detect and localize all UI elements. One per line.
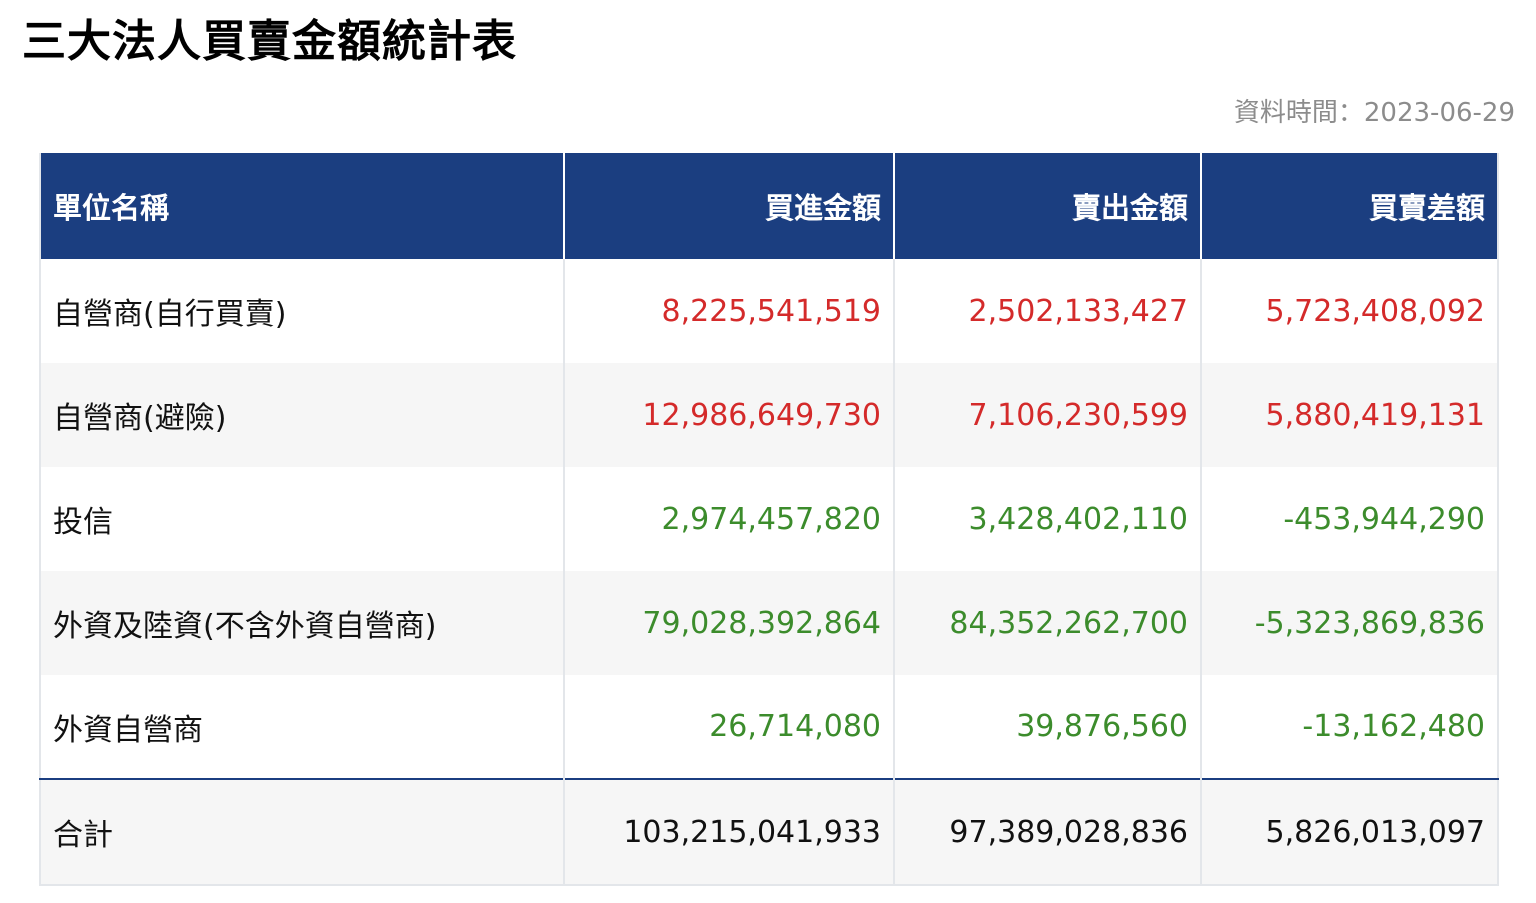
row-net-amount: 5,880,419,131	[1201, 363, 1498, 467]
table-total-row: 合計 103,215,041,933 97,389,028,836 5,826,…	[40, 778, 1498, 885]
table-row: 外資自營商 26,714,080 39,876,560 -13,162,480	[40, 675, 1498, 779]
institutional-trading-table: 單位名稱 買進金額 賣出金額 買賣差額 自營商(自行買賣) 8,225,541,…	[39, 153, 1499, 886]
header-sell-amount: 賣出金額	[894, 153, 1202, 259]
row-buy-amount: 2,974,457,820	[564, 467, 895, 571]
row-buy-amount: 79,028,392,864	[564, 571, 895, 675]
table-row: 投信 2,974,457,820 3,428,402,110 -453,944,…	[40, 467, 1498, 571]
row-buy-amount: 8,225,541,519	[564, 259, 895, 363]
row-unit-name: 外資自營商	[40, 675, 565, 779]
row-sell-amount: 39,876,560	[894, 675, 1202, 779]
row-sell-amount: 3,428,402,110	[894, 467, 1202, 571]
trading-table: 單位名稱 買進金額 賣出金額 買賣差額 自營商(自行買賣) 8,225,541,…	[39, 153, 1499, 886]
header-buy-amount: 買進金額	[564, 153, 895, 259]
total-buy-amount: 103,215,041,933	[564, 778, 895, 885]
header-unit-name: 單位名稱	[40, 153, 565, 259]
row-buy-amount: 26,714,080	[564, 675, 895, 779]
table-header-row: 單位名稱 買進金額 賣出金額 買賣差額	[40, 153, 1498, 259]
header-net-amount: 買賣差額	[1201, 153, 1498, 259]
total-sell-amount: 97,389,028,836	[894, 778, 1202, 885]
total-net-amount: 5,826,013,097	[1201, 778, 1498, 885]
row-unit-name: 自營商(避險)	[40, 363, 565, 467]
row-unit-name: 外資及陸資(不含外資自營商)	[40, 571, 565, 675]
row-net-amount: -13,162,480	[1201, 675, 1498, 779]
row-net-amount: -5,323,869,836	[1201, 571, 1498, 675]
row-net-amount: -453,944,290	[1201, 467, 1498, 571]
table-row: 自營商(避險) 12,986,649,730 7,106,230,599 5,8…	[40, 363, 1498, 467]
table-row: 外資及陸資(不含外資自營商) 79,028,392,864 84,352,262…	[40, 571, 1498, 675]
row-sell-amount: 2,502,133,427	[894, 259, 1202, 363]
row-net-amount: 5,723,408,092	[1201, 259, 1498, 363]
row-unit-name: 投信	[40, 467, 565, 571]
total-label: 合計	[40, 778, 565, 885]
row-sell-amount: 84,352,262,700	[894, 571, 1202, 675]
row-sell-amount: 7,106,230,599	[894, 363, 1202, 467]
row-buy-amount: 12,986,649,730	[564, 363, 895, 467]
page-title: 三大法人買賣金額統計表	[22, 16, 517, 67]
table-row: 自營商(自行買賣) 8,225,541,519 2,502,133,427 5,…	[40, 259, 1498, 363]
data-timestamp: 資料時間：2023-06-29	[1233, 98, 1515, 128]
row-unit-name: 自營商(自行買賣)	[40, 259, 565, 363]
